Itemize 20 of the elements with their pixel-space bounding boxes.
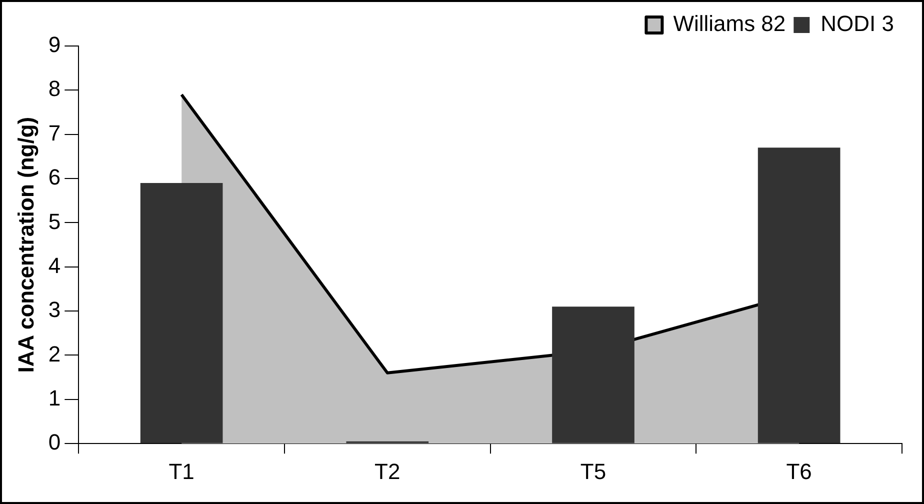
y-tick-label: 2 <box>48 341 61 366</box>
bar <box>552 306 634 444</box>
y-tick-label: 8 <box>48 76 61 102</box>
x-tick-label: T5 <box>580 458 606 484</box>
y-tick-label: 0 <box>48 430 61 455</box>
y-tick-label: 4 <box>48 252 61 278</box>
x-tick-label: T1 <box>168 458 194 484</box>
y-tick-label: 7 <box>48 120 61 146</box>
y-tick-label: 6 <box>48 164 61 190</box>
x-tick-label: T6 <box>786 458 812 484</box>
y-tick-label: 1 <box>48 385 61 410</box>
y-tick-label: 9 <box>48 32 61 58</box>
bar <box>758 148 840 444</box>
x-tick-label: T2 <box>374 458 400 484</box>
y-axis-title: IAA concentration (ng/g) <box>13 116 38 373</box>
bar <box>140 182 223 444</box>
legend-label: Williams 82 <box>673 11 786 36</box>
y-tick-label: 3 <box>48 297 61 322</box>
legend-label: NODI 3 <box>820 11 894 36</box>
y-tick-label: 5 <box>48 208 61 234</box>
